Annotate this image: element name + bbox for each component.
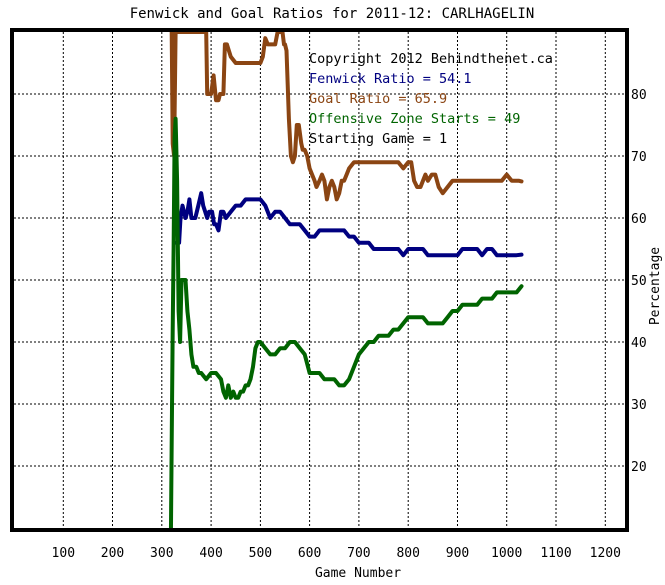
legend-annotations: Copyright 2012 Behindthenet.ca Fenwick Ra… <box>309 51 553 147</box>
x-tick-label: 100 <box>52 546 75 561</box>
series-line-offensive-zone-starts <box>168 116 524 528</box>
annotation-line: Goal Ratio = 65.9 <box>309 91 447 107</box>
x-tick-label: 700 <box>347 546 370 561</box>
annotation-line: Starting Game = 1 <box>309 131 447 147</box>
y-tick-labels: 20 30 40 50 60 70 80 <box>631 88 647 475</box>
grid <box>14 32 625 528</box>
x-axis-label: Game Number <box>315 566 401 580</box>
y-tick-label: 70 <box>631 150 647 165</box>
y-tick-label: 50 <box>631 274 647 289</box>
series-lines <box>168 32 524 528</box>
x-tick-label: 1100 <box>540 546 571 561</box>
annotation-line: Fenwick Ratio = 54.1 <box>309 71 472 87</box>
y-tick-label: 30 <box>631 398 647 413</box>
x-tick-label: 400 <box>199 546 222 561</box>
chart-title: Fenwick and Goal Ratios for 2011-12: CAR… <box>130 6 535 22</box>
series-line-goal-ratio <box>169 32 524 202</box>
x-tick-label: 1200 <box>590 546 621 561</box>
y-tick-label: 20 <box>631 460 647 475</box>
annotation-line: Offensive Zone Starts = 49 <box>309 111 520 127</box>
x-tick-label: 300 <box>150 546 173 561</box>
series-line-fenwick-ratio <box>174 191 524 258</box>
y-tick-label: 40 <box>631 336 647 351</box>
annotation-line: Copyright 2012 Behindthenet.ca <box>309 51 553 67</box>
x-tick-label: 500 <box>249 546 272 561</box>
y-axis-label: Percentage <box>648 247 663 325</box>
x-tick-label: 600 <box>298 546 321 561</box>
x-tick-label: 900 <box>446 546 469 561</box>
x-tick-label: 200 <box>101 546 124 561</box>
y-tick-label: 80 <box>631 88 647 103</box>
x-tick-label: 800 <box>396 546 419 561</box>
x-tick-labels: 100 200 300 400 500 600 700 800 900 1000 1100 1200 <box>52 546 621 561</box>
y-tick-label: 60 <box>631 212 647 227</box>
plot-frame <box>10 28 629 532</box>
x-tick-label: 1000 <box>491 546 522 561</box>
